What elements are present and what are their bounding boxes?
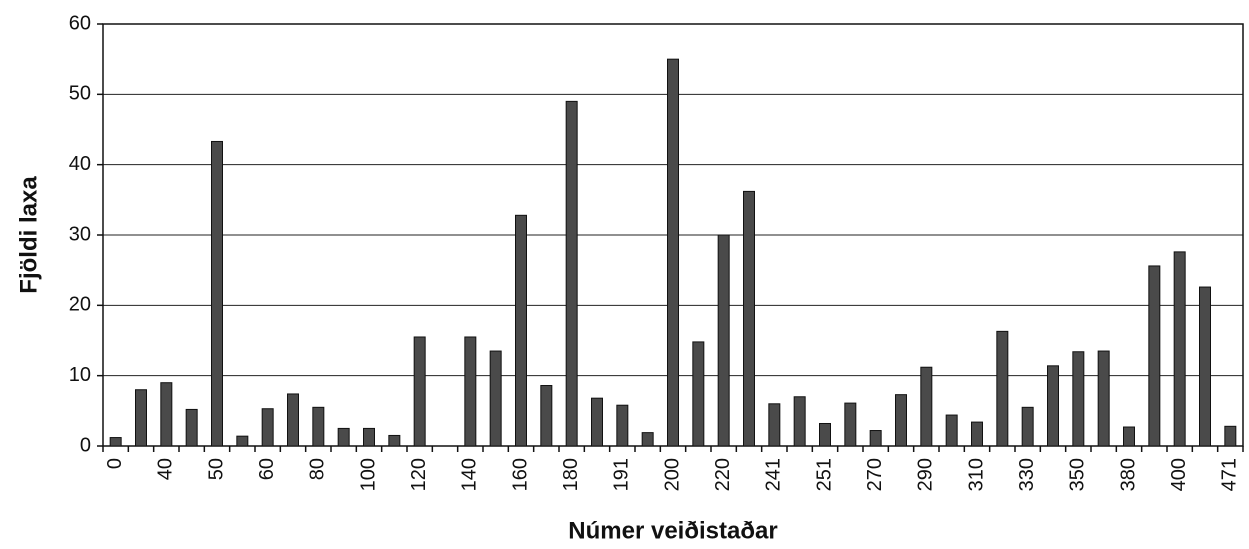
x-tick-label: 100 <box>357 458 379 491</box>
bar <box>692 341 705 447</box>
x-tick-label: 310 <box>965 458 987 491</box>
x-tick-label: 191 <box>611 458 633 491</box>
y-tick-label: 40 <box>69 153 91 175</box>
x-tick-label: 220 <box>712 458 734 491</box>
x-tick-label: 350 <box>1067 458 1089 491</box>
y-tick-label: 10 <box>69 364 91 386</box>
y-tick-label: 50 <box>69 83 91 105</box>
bar <box>1123 426 1135 447</box>
bar <box>1148 265 1161 447</box>
bar <box>1173 251 1186 447</box>
bar <box>109 437 122 447</box>
y-tick-label: 60 <box>69 12 91 34</box>
x-tick-label: 380 <box>1117 458 1139 491</box>
bar <box>641 432 654 447</box>
x-tick-label: 180 <box>560 458 582 491</box>
bar <box>768 403 781 447</box>
bar <box>211 140 223 447</box>
bar <box>515 214 527 447</box>
x-tick-label: 0 <box>104 458 126 469</box>
bar <box>920 366 933 447</box>
x-tick-label: 120 <box>408 458 430 491</box>
x-tick-label: 290 <box>915 458 937 491</box>
x-tick-label: 330 <box>1016 458 1038 491</box>
bar <box>1021 406 1034 447</box>
x-tick-label: 40 <box>155 458 177 480</box>
bar <box>591 397 603 447</box>
x-tick-label: 471 <box>1219 458 1241 491</box>
bar <box>287 393 299 447</box>
bar <box>1072 351 1085 447</box>
x-tick-label: 251 <box>813 458 835 491</box>
bar <box>337 427 350 447</box>
x-tick-label: 50 <box>205 458 227 480</box>
y-tick-label: 20 <box>69 294 91 316</box>
bar <box>743 190 755 447</box>
y-tick-label: 0 <box>80 434 91 456</box>
x-tick-label: 400 <box>1168 458 1190 491</box>
bar <box>565 100 578 447</box>
bar <box>312 406 325 447</box>
bar <box>869 430 882 447</box>
y-axis-title: Fjöldi laxa <box>15 176 42 294</box>
x-axis-title: Númer veiðistaðar <box>568 517 777 544</box>
bar <box>1199 286 1211 447</box>
bar <box>667 58 679 447</box>
bar <box>388 434 401 447</box>
bar <box>895 394 907 447</box>
bar <box>616 404 629 447</box>
bar <box>489 350 502 447</box>
bar <box>793 396 806 447</box>
bar <box>540 385 553 447</box>
bar <box>1097 350 1110 447</box>
bar <box>996 330 1009 447</box>
bar <box>135 389 147 447</box>
x-tick-label: 140 <box>459 458 481 491</box>
bar <box>1224 425 1237 447</box>
bar <box>413 336 426 447</box>
bar <box>464 336 477 447</box>
bar <box>160 382 173 447</box>
x-tick-label: 241 <box>763 458 785 491</box>
bar <box>945 414 958 447</box>
bar <box>844 402 857 447</box>
x-tick-label: 200 <box>661 458 683 491</box>
bar <box>819 422 831 447</box>
bar <box>363 427 375 447</box>
bar <box>971 421 983 447</box>
bar <box>185 408 198 447</box>
bar <box>1047 365 1059 447</box>
x-tick-label: 270 <box>864 458 886 491</box>
x-tick-label: 60 <box>256 458 278 480</box>
y-tick-label: 30 <box>69 223 91 245</box>
x-tick-label: 80 <box>307 458 329 480</box>
bar <box>236 435 249 447</box>
bar <box>261 408 274 447</box>
x-tick-label: 160 <box>509 458 531 491</box>
bar <box>717 234 730 447</box>
